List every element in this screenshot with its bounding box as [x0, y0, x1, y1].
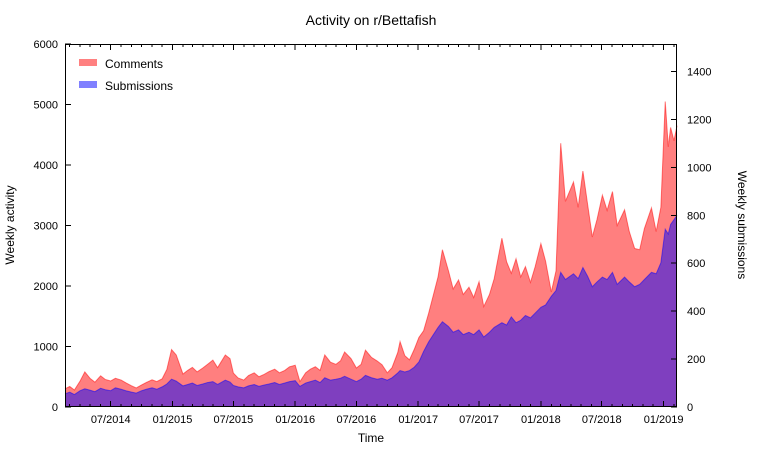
submissions-edge-line: [64, 215, 678, 396]
comments-edge-line: [64, 101, 678, 391]
submissions-legend-swatch: [79, 81, 97, 88]
x-tick-label: 01/2019: [644, 414, 684, 426]
y-left-tick-label: 2000: [34, 281, 58, 293]
y-right-tick-label: 0: [687, 402, 693, 414]
series-areas: [64, 101, 678, 407]
plot-border: [65, 44, 677, 407]
y-right-tick-label: 1000: [687, 162, 711, 174]
x-tick-label: 07/2015: [214, 414, 254, 426]
y-right-tick-label: 200: [687, 354, 705, 366]
x-tick-label: 01/2017: [398, 414, 438, 426]
y-left-tick-label: 0: [52, 402, 58, 414]
x-tick-label: 07/2014: [91, 414, 131, 426]
chart-title: Activity on r/Bettafish: [306, 12, 437, 28]
comments-legend-swatch: [79, 59, 97, 66]
y-left-tick-label: 1000: [34, 342, 58, 354]
x-tick-label: 01/2018: [521, 414, 561, 426]
comments-legend-label: Comments: [105, 57, 163, 71]
y-left-tick-label: 4000: [34, 160, 58, 172]
x-tick-label: 07/2017: [459, 414, 499, 426]
y-right-tick-label: 800: [687, 210, 705, 222]
right-axis-label: Weekly submissions: [735, 171, 749, 279]
submissions-legend-label: Submissions: [105, 79, 173, 93]
x-tick-label: 01/2015: [153, 414, 193, 426]
y-right-tick-label: 1200: [687, 115, 711, 127]
y-left-tick-label: 5000: [34, 100, 58, 112]
submissions-area: [65, 215, 677, 407]
left-axis-label: Weekly activity: [3, 185, 17, 264]
x-axis-label: Time: [358, 431, 385, 445]
y-left-tick-label: 3000: [34, 221, 58, 233]
axis-tick-labels: 07/2014 01/2015 07/2015 01/2016 07/2016 01/20…: [34, 39, 712, 426]
y-right-tick-label: 400: [687, 306, 705, 318]
y-right-tick-label: 600: [687, 258, 705, 270]
x-tick-label: 07/2018: [582, 414, 622, 426]
x-tick-label: 01/2016: [275, 414, 315, 426]
x-tick-label: 07/2016: [337, 414, 377, 426]
y-left-tick-label: 6000: [34, 39, 58, 51]
y-right-tick-label: 1400: [687, 67, 711, 79]
legend: Comments Submissions: [79, 57, 173, 93]
